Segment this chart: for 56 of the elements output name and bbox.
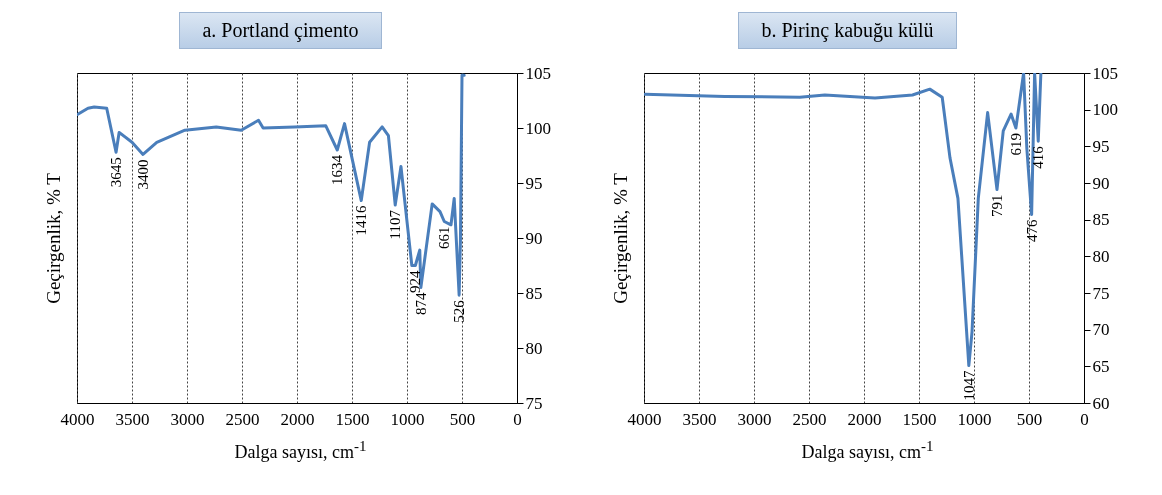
x-tick-label: 1500 [335, 409, 370, 429]
y-tick-label: 80 [1092, 246, 1110, 266]
y-tick-label: 85 [1092, 210, 1110, 230]
y-tick-label: 75 [525, 393, 543, 413]
annotation: 416 [1030, 145, 1047, 169]
chart-title: b. Pirinç kabuğu külü [738, 12, 957, 49]
y-tick-label: 100 [525, 118, 551, 138]
annotation: 526 [451, 299, 468, 323]
y-tick-label: 95 [525, 173, 543, 193]
annotation: 1047 [960, 370, 977, 401]
x-tick-label: 3500 [682, 409, 717, 429]
x-tick-label: 0 [513, 409, 522, 429]
x-tick-label: 4000 [627, 409, 662, 429]
x-tick-label: 500 [1016, 409, 1043, 429]
annotation: 1416 [353, 205, 370, 236]
x-tick-label: 2500 [792, 409, 827, 429]
y-tick-label: 105 [1092, 63, 1118, 83]
x-tick-label: 0 [1080, 409, 1089, 429]
y-tick-label: 95 [1092, 136, 1110, 156]
annotation: 791 [988, 194, 1005, 218]
annotation: 619 [1007, 133, 1024, 156]
x-tick-label: 2500 [225, 409, 260, 429]
line-series [644, 73, 1043, 368]
x-tick-label: 500 [449, 409, 476, 429]
annotation: 3645 [108, 157, 125, 188]
y-tick-label: 70 [1092, 320, 1110, 340]
y-tick-label: 90 [525, 228, 543, 248]
x-tick-label: 1000 [957, 409, 992, 429]
y-tick-label: 90 [1092, 173, 1110, 193]
x-tick-label: 3000 [170, 409, 205, 429]
y-tick-label: 85 [525, 283, 543, 303]
annotation: 874 [412, 292, 429, 315]
annotation: 1634 [329, 154, 346, 185]
y-tick-label: 105 [525, 63, 551, 83]
annotation: 476 [1023, 219, 1040, 243]
x-tick-label: 2000 [280, 409, 315, 429]
annotation: 3400 [135, 159, 151, 190]
x-axis-title: Dalga sayısı, cm$^{-1}$ [233, 437, 368, 464]
y-tick-label: 100 [1092, 100, 1118, 120]
y-tick-label: 75 [1092, 283, 1110, 303]
annotation: 924 [407, 270, 424, 293]
y-tick-label: 80 [525, 338, 543, 358]
x-tick-label: 3000 [737, 409, 772, 429]
x-axis-title: Dalga sayısı, cm$^{-1}$ [800, 437, 935, 464]
x-tick-label: 4000 [60, 409, 95, 429]
x-tick-label: 2000 [847, 409, 882, 429]
annotation: 661 [436, 226, 453, 249]
chart-title: a. Portland çimento [179, 12, 382, 49]
y-axis-title: Geçirgenlik, % T [42, 172, 64, 304]
y-tick-label: 60 [1092, 393, 1110, 413]
x-tick-label: 1000 [390, 409, 425, 429]
x-tick-label: 1500 [902, 409, 937, 429]
y-axis-title: Geçirgenlik, % T [609, 172, 631, 304]
y-tick-label: 65 [1092, 356, 1110, 376]
x-tick-label: 3500 [115, 409, 150, 429]
annotation: 1107 [387, 209, 404, 240]
